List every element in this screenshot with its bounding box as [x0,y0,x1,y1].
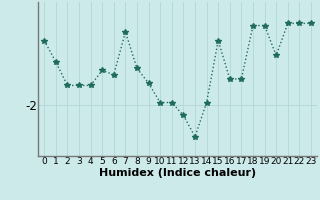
X-axis label: Humidex (Indice chaleur): Humidex (Indice chaleur) [99,168,256,178]
